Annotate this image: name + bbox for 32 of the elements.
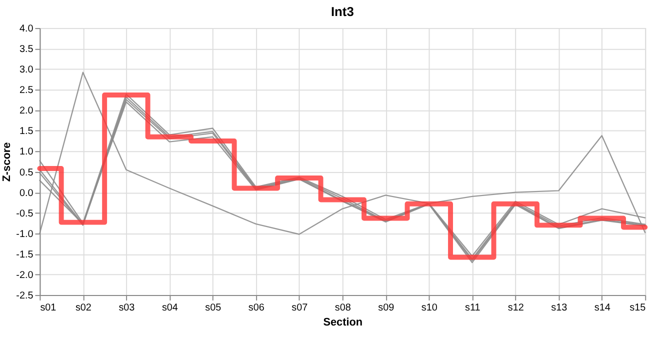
y-tick-label: -1.0 bbox=[16, 228, 34, 240]
y-tick-label: 2.0 bbox=[19, 106, 34, 117]
x-tick-label: s05 bbox=[205, 302, 222, 314]
y-tick-label: 1.0 bbox=[19, 146, 34, 158]
x-tick-label: s13 bbox=[551, 302, 568, 314]
x-tick-label: s06 bbox=[248, 302, 265, 314]
x-tick-label: s14 bbox=[594, 302, 611, 314]
x-tick-label: s08 bbox=[334, 302, 352, 314]
y-tick-label: 3.0 bbox=[19, 64, 34, 76]
x-tick-label: s03 bbox=[118, 302, 136, 314]
y-axis-title: Z-score bbox=[1, 142, 14, 182]
x-axis-title: Section bbox=[323, 316, 363, 328]
x-tick-label: s07 bbox=[292, 302, 308, 314]
y-tick-label: 3.5 bbox=[19, 44, 34, 56]
y-tick-label: -1.5 bbox=[16, 249, 34, 260]
x-tick-label: s04 bbox=[162, 302, 178, 314]
y-tick-label: -2.0 bbox=[16, 270, 34, 281]
x-tick-label: s01 bbox=[40, 302, 57, 314]
x-tick-label: s15 bbox=[630, 302, 646, 314]
y-tick-label: 4.0 bbox=[19, 24, 34, 35]
chart-title: Int3 bbox=[330, 4, 354, 20]
x-tick-label: s11 bbox=[465, 302, 481, 314]
y-tick-label: -0.5 bbox=[16, 208, 34, 220]
x-tick-label: s02 bbox=[75, 302, 92, 314]
x-tick-label: s10 bbox=[421, 302, 438, 314]
y-tick-label: 2.5 bbox=[19, 85, 34, 96]
y-tick-label: 0.0 bbox=[19, 188, 34, 199]
y-tick-label: 1.5 bbox=[19, 126, 34, 138]
x-tick-label: s12 bbox=[508, 302, 524, 314]
y-tick-label: -2.5 bbox=[16, 290, 34, 302]
x-tick-label: s09 bbox=[378, 302, 395, 314]
y-tick-label: 0.5 bbox=[19, 167, 34, 178]
